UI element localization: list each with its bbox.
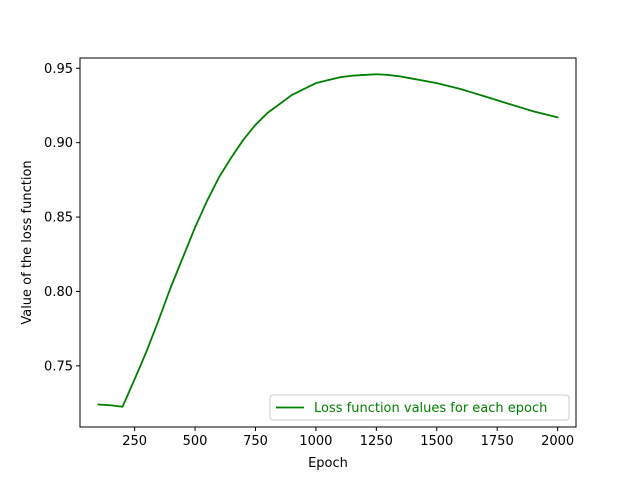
y-tick-label: 0.95: [44, 62, 73, 77]
legend: Loss function values for each epoch: [269, 394, 570, 421]
y-tick-label: 0.75: [44, 359, 73, 374]
y-axis-label: Value of the loss function: [20, 160, 35, 324]
y-tick-label: 0.90: [44, 136, 73, 151]
x-tick-label: 250: [122, 434, 147, 449]
x-tick-label: 2000: [541, 434, 574, 449]
y-tick-label: 0.80: [44, 285, 73, 300]
legend-label: Loss function values for each epoch: [314, 401, 547, 416]
legend-box: [269, 394, 570, 421]
x-tick-label: 1750: [481, 434, 514, 449]
x-tick-label: 500: [183, 434, 208, 449]
y-axis-ticks: 0.75 0.80 0.85 0.90 0.95: [44, 62, 80, 374]
x-tick-label: 1250: [360, 434, 393, 449]
x-axis-label: Epoch: [308, 456, 348, 471]
series-layer: [97, 73, 559, 408]
x-axis-ticks: 250 500 750 1000 1250 1500 1750 2000: [122, 427, 574, 449]
y-tick-label: 0.85: [44, 211, 73, 226]
plot-area: [80, 58, 576, 427]
x-tick-label: 1000: [299, 434, 332, 449]
plot-frame: [79, 57, 577, 428]
series-line-0: [97, 73, 559, 408]
x-tick-label: 1500: [420, 434, 453, 449]
x-tick-label: 750: [243, 434, 268, 449]
